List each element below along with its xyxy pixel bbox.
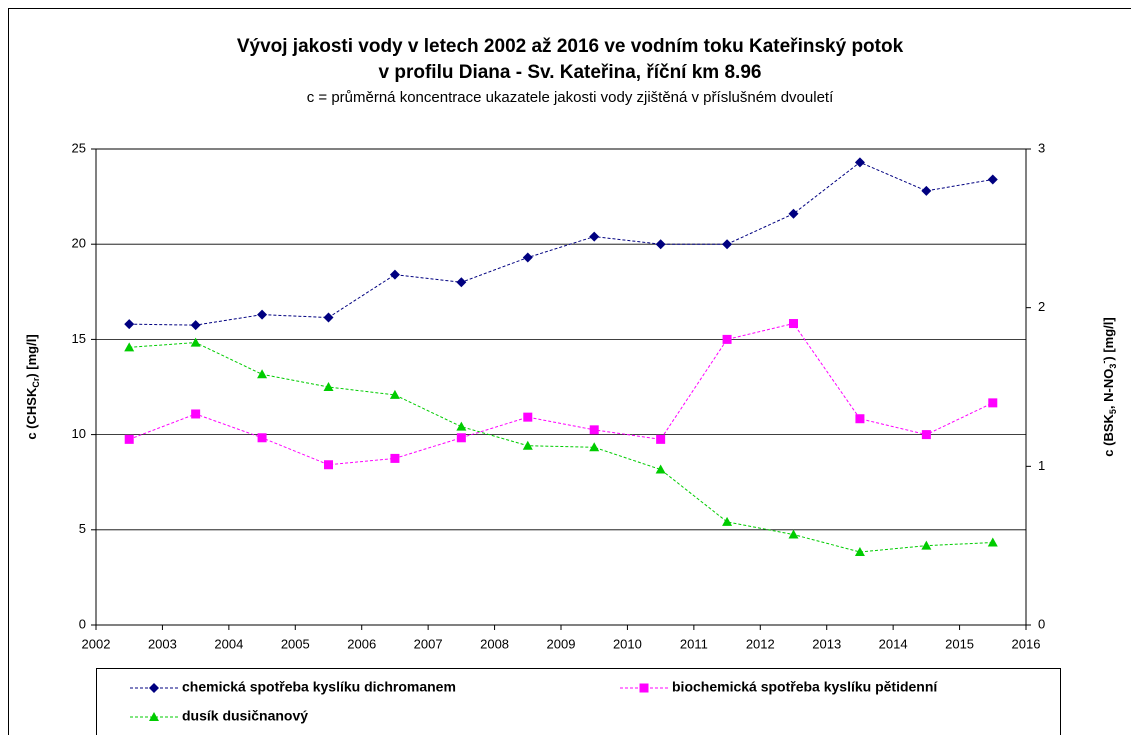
marker: [257, 433, 267, 443]
y2-label-sub: 3: [1108, 364, 1118, 369]
y-tick-label: 0: [79, 616, 86, 631]
marker: [788, 208, 799, 219]
legend-label: dusík dusičnanový: [182, 708, 308, 724]
marker: [589, 231, 600, 242]
marker: [722, 334, 732, 344]
marker: [124, 342, 135, 352]
y2-axis-label: c (BSK5, N-NO3-) [mg/l]: [1099, 317, 1118, 456]
marker: [589, 442, 600, 452]
marker: [324, 460, 333, 470]
marker: [191, 409, 201, 419]
marker: [855, 414, 865, 424]
marker: [656, 434, 666, 444]
x-tick-label: 2009: [547, 636, 576, 651]
marker: [124, 434, 134, 444]
marker: [722, 239, 733, 250]
x-tick-label: 2013: [812, 636, 841, 651]
chart-title: Vývoj jakosti vody v letech 2002 až 2016…: [237, 36, 904, 57]
x-tick-label: 2011: [680, 636, 708, 651]
marker: [389, 389, 400, 399]
y-tick-label: 25: [72, 140, 86, 155]
marker: [789, 319, 798, 329]
series-line: [129, 161, 993, 326]
y2-label-part: c (BSK: [1101, 413, 1116, 456]
y2-label-sub: 5: [1108, 409, 1118, 414]
y-tick-label: 20: [72, 236, 86, 251]
y-tick-label: 5: [79, 521, 86, 536]
marker: [257, 309, 268, 320]
marker: [323, 312, 334, 323]
series-line: [129, 342, 993, 553]
x-tick-label: 2006: [347, 636, 376, 651]
marker: [456, 277, 467, 288]
y-tick-label: 15: [72, 331, 86, 346]
y-label-sub: Cr: [31, 377, 41, 387]
y-label-part: c (CHSK: [24, 387, 39, 440]
y2-label-part: ) [mg/l]: [1101, 317, 1116, 360]
y2-tick-label: 0: [1038, 616, 1045, 631]
x-tick-label: 2015: [945, 636, 974, 651]
marker: [921, 430, 931, 440]
x-tick-label: 2010: [613, 636, 642, 651]
y-axis-label: c (CHSKCr) [mg/l]: [24, 334, 41, 439]
marker: [988, 398, 998, 408]
chart-title-line2: v profilu Diana - Sv. Kateřina, říční km…: [379, 62, 762, 83]
x-tick-label: 2008: [480, 636, 509, 651]
marker: [456, 433, 466, 443]
y2-tick-label: 2: [1038, 299, 1045, 314]
marker: [190, 320, 201, 331]
y2-label-part: , N-NO: [1101, 369, 1116, 409]
y-label-part: ) [mg/l]: [24, 334, 39, 377]
marker: [589, 425, 599, 435]
legend-label: chemická spotřeba kyslíku dichromanem: [182, 679, 456, 695]
marker: [655, 239, 666, 250]
x-tick-label: 2002: [82, 636, 111, 651]
marker: [987, 174, 998, 185]
y2-tick-label: 1: [1038, 458, 1045, 473]
y2-label-sup: -: [1099, 361, 1109, 364]
x-tick-label: 2014: [879, 636, 908, 651]
marker: [257, 369, 268, 379]
marker: [655, 464, 666, 474]
marker: [323, 382, 334, 391]
marker: [389, 269, 400, 280]
marker: [149, 683, 159, 693]
x-tick-label: 2012: [746, 636, 775, 651]
chart-frame: [8, 8, 1131, 735]
marker: [124, 319, 135, 330]
marker: [390, 453, 400, 463]
x-tick-label: 2004: [214, 636, 243, 651]
marker: [639, 683, 649, 693]
marker: [456, 421, 467, 431]
marker: [987, 537, 998, 547]
y2-tick-label: 3: [1038, 140, 1045, 155]
marker: [921, 185, 932, 196]
x-tick-label: 2005: [281, 636, 310, 651]
marker: [788, 529, 799, 539]
marker: [921, 540, 932, 550]
marker: [522, 252, 533, 263]
marker: [854, 157, 865, 168]
marker: [149, 712, 159, 721]
x-tick-label: 2016: [1012, 636, 1041, 651]
marker: [522, 440, 533, 450]
x-tick-label: 2007: [414, 636, 443, 651]
plot-frame: [95, 148, 1027, 626]
marker: [190, 337, 201, 347]
y-tick-label: 10: [72, 426, 86, 441]
x-tick-label: 2003: [148, 636, 177, 651]
marker: [854, 547, 865, 557]
legend-box: [96, 668, 1061, 735]
legend-label: biochemická spotřeba kyslíku pětidenní: [672, 679, 938, 695]
marker: [722, 516, 733, 526]
marker: [523, 412, 533, 422]
chart-subtitle: c = průměrná koncentrace ukazatele jakos…: [307, 89, 834, 106]
